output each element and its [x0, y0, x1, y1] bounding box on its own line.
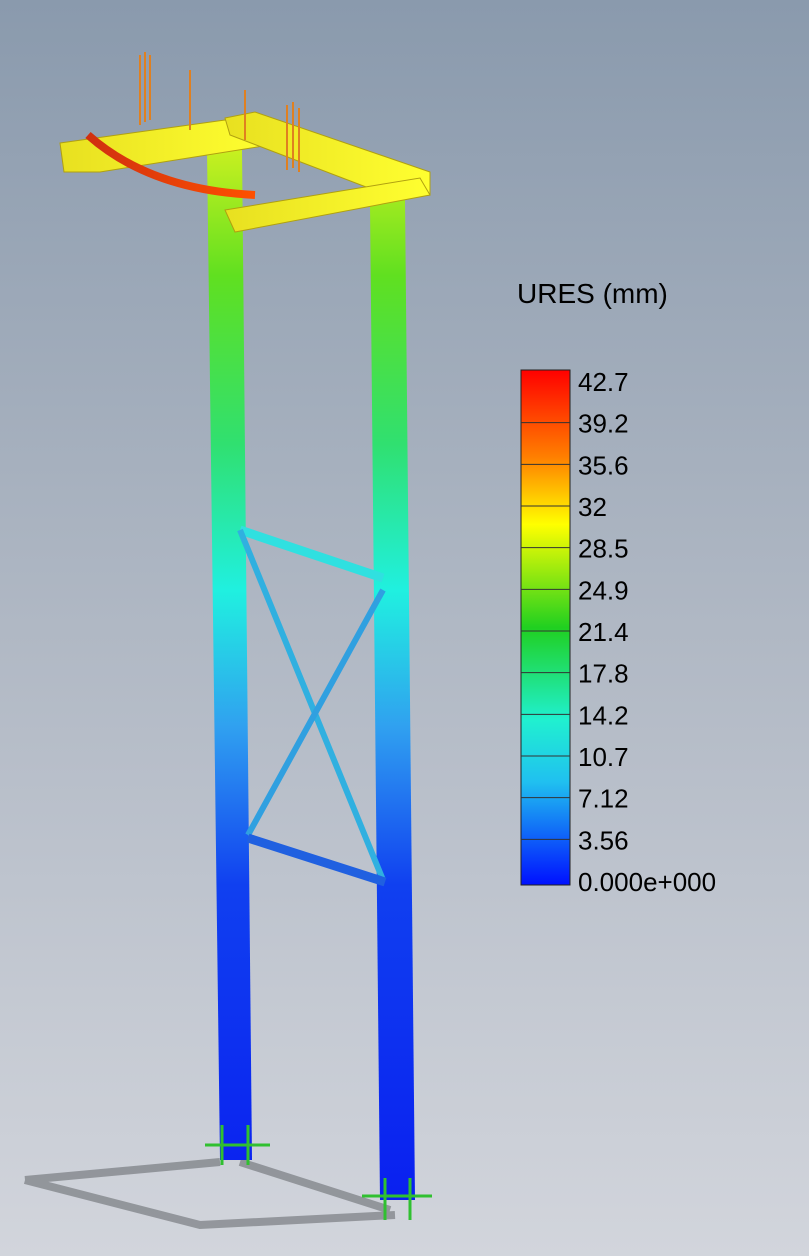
viewport: URES (mm) 42.7 39.2 35.6 32 28.5 24.9 21.4 17.8… — [0, 0, 809, 1256]
legend-label: 3.56 — [578, 825, 629, 855]
legend-title: URES (mm) — [517, 278, 668, 309]
legend-label: 32 — [578, 492, 607, 522]
color-bar — [521, 370, 570, 885]
legend-label: 35.6 — [578, 450, 629, 480]
legend-label: 0.000e+000 — [578, 867, 716, 897]
page: {"legend": {"title": "URES (mm)", "label… — [0, 0, 809, 1256]
legend-label: 10.7 — [578, 742, 629, 772]
legend-label: 21.4 — [578, 617, 629, 647]
legend-label: 28.5 — [578, 534, 629, 564]
legend-label: 39.2 — [578, 409, 629, 439]
legend-label: 7.12 — [578, 784, 629, 814]
legend-label: 17.8 — [578, 659, 629, 689]
legend-label: 24.9 — [578, 575, 629, 605]
legend-label: 14.2 — [578, 700, 629, 730]
legend-label: 42.7 — [578, 367, 629, 397]
